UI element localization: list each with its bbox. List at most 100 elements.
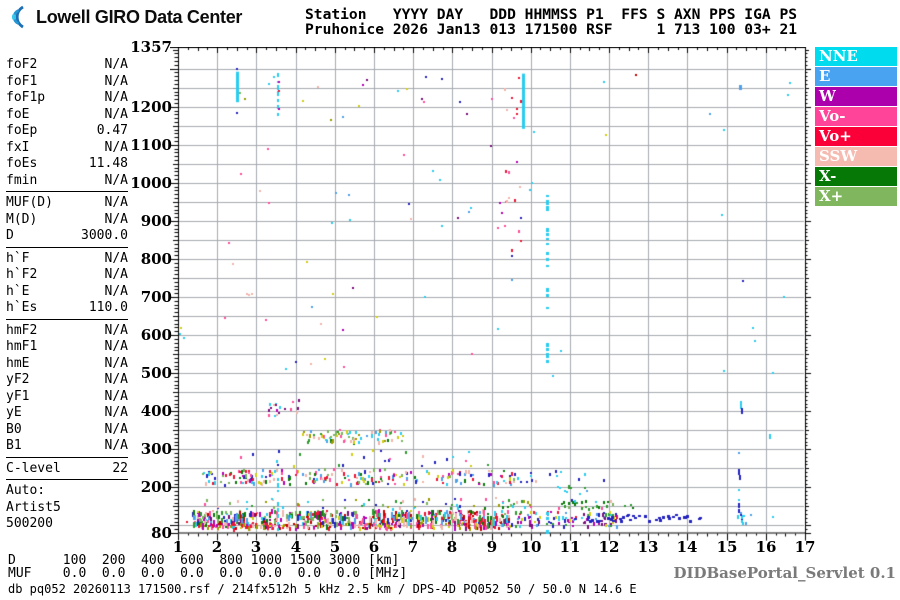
x-tick-label: 9 <box>486 538 498 556</box>
param-row-yf1: yF1 N/A <box>6 389 128 406</box>
legend-item-ssw: SSW <box>815 147 897 166</box>
param-value: N/A <box>104 267 128 282</box>
param-value: N/A <box>104 106 128 122</box>
param-label: foEp <box>6 123 38 138</box>
param-row-hes: h`Es 110.0 <box>6 300 128 317</box>
param-row-fof1: foF1 N/A <box>6 74 128 91</box>
autoscaling-info: 500200 <box>6 516 53 531</box>
param-value: 0.47 <box>96 123 128 138</box>
param-label: C-level <box>6 460 61 476</box>
param-label: B1 <box>6 438 22 453</box>
x-tick-label: 11 <box>559 538 581 556</box>
param-value: N/A <box>104 73 128 89</box>
y-tick-label: 700 <box>140 288 172 306</box>
param-value: N/A <box>104 405 128 420</box>
y-tick-label: 400 <box>140 402 172 420</box>
x-tick-label: 14 <box>676 538 698 556</box>
param-label: foF2 <box>6 57 38 72</box>
ionogram-plot: 1357 1200 1100 1000 900 800 700 600 500 400 300 200… <box>130 39 815 555</box>
header-values-row: Pruhonice 2026 Jan13 013 171500 RSF 1 71… <box>305 21 798 38</box>
legend-item-e: E <box>815 67 897 86</box>
ionogram-canvas[interactable] <box>170 47 812 541</box>
param-value: N/A <box>104 421 128 437</box>
param-value: 3000.0 <box>81 228 128 243</box>
servlet-version-label: DIDBasePortal_Servlet 0.1 <box>673 564 896 582</box>
param-value: N/A <box>104 211 128 227</box>
panel-separator <box>6 191 128 192</box>
param-row-fxi: fxI N/A <box>6 140 128 157</box>
panel-separator <box>6 246 128 248</box>
legend-item-nne: NNE <box>815 47 897 66</box>
param-value: 110.0 <box>88 300 128 315</box>
x-tick-label: 8 <box>446 538 458 556</box>
param-value: N/A <box>104 322 128 338</box>
x-tick-label: 5 <box>329 538 341 556</box>
param-row-clevel: C-level 22 <box>6 461 128 478</box>
param-row-mufd: MUF(D) N/A <box>6 195 128 212</box>
parameter-panel: foF2 N/A foF1 N/A foF1p N/A foE N/A foEp 0.47 fxI N… <box>6 57 128 533</box>
param-label: fxI <box>6 139 30 155</box>
panel-separator <box>6 456 128 458</box>
autoscaling-info: Artist5 <box>6 499 61 515</box>
param-label: fmin <box>6 172 38 188</box>
param-value: N/A <box>104 195 128 210</box>
param-value: 11.48 <box>88 156 128 171</box>
param-label: MUF(D) <box>6 195 53 210</box>
param-label: yF1 <box>6 388 30 404</box>
panel-separator <box>6 318 128 320</box>
param-value: N/A <box>104 372 128 387</box>
y-tick-label: 1200 <box>130 98 172 116</box>
measurement-header: Station YYYY DAY DDD HHMMSS P1 FFS S AXN… <box>305 7 797 37</box>
param-label: yE <box>6 405 22 420</box>
legend-item-x: X- <box>815 167 897 186</box>
param-row-hf2: h`F2 N/A <box>6 267 128 284</box>
param-value: N/A <box>104 438 128 453</box>
param-row-fof1p: foF1p N/A <box>6 90 128 107</box>
distance-row: D 100 200 400 600 800 1000 1500 3000 [km… <box>8 553 400 568</box>
param-label: hmF2 <box>6 322 38 338</box>
muf-row: MUF 0.0 0.0 0.0 0.0 0.0 0.0 0.0 0.0 [MHz… <box>8 566 408 581</box>
x-tick-label: 10 <box>520 538 542 556</box>
legend-item-vo: Vo+ <box>815 127 897 146</box>
x-tick-label: 2 <box>211 538 223 556</box>
param-row-ye: yE N/A <box>6 405 128 422</box>
header-columns-row: Station YYYY DAY DDD HHMMSS P1 FFS S AXN… <box>305 6 798 23</box>
giro-wave-icon <box>11 5 24 29</box>
param-label: foF1 <box>6 73 38 89</box>
y-tick-label: 800 <box>140 250 172 268</box>
param-row-fof2: foF2 N/A <box>6 57 128 74</box>
param-row-hmf2: hmF2 N/A <box>6 323 128 340</box>
param-label: h`F <box>6 250 30 266</box>
param-row-hmf1: hmF1 N/A <box>6 339 128 356</box>
x-tick-label: 16 <box>755 538 777 556</box>
legend-item-x: X+ <box>815 187 897 206</box>
param-row-foep: foEp 0.47 <box>6 123 128 140</box>
y-tick-label: 1100 <box>130 136 172 154</box>
param-value: N/A <box>104 139 128 155</box>
x-tick-label: 7 <box>407 538 419 556</box>
y-tick-label: 1000 <box>130 174 172 192</box>
x-tick-label: 4 <box>290 538 302 556</box>
param-row-hf: h`F N/A <box>6 251 128 268</box>
param-label: D <box>6 228 14 243</box>
param-row-he: h`E N/A <box>6 284 128 301</box>
param-label: M(D) <box>6 211 38 227</box>
y-tick-label: 600 <box>140 326 172 344</box>
param-label: h`Es <box>6 300 38 315</box>
y-tick-label: 300 <box>140 440 172 458</box>
status-line: db pq052 20260113 171500.rsf / 214fx512h… <box>8 582 637 596</box>
y-tick-label: 900 <box>140 212 172 230</box>
param-label: hmF1 <box>6 339 38 354</box>
param-label: foF1p <box>6 90 46 105</box>
param-label: foEs <box>6 156 38 171</box>
param-label: h`E <box>6 283 30 299</box>
echo-direction-legend: NNE E W Vo- Vo+ SSW X- X+ <box>815 47 897 207</box>
param-row-yf2: yF2 N/A <box>6 372 128 389</box>
autoscaling-info: Auto: <box>6 483 46 498</box>
param-value: 22 <box>112 460 128 476</box>
param-value: N/A <box>104 283 128 299</box>
param-row-foe: foE N/A <box>6 107 128 124</box>
y-tick-label: 80 <box>151 524 172 542</box>
y-tick-label: 200 <box>140 478 172 496</box>
param-row-fmin: fmin N/A <box>6 173 128 190</box>
